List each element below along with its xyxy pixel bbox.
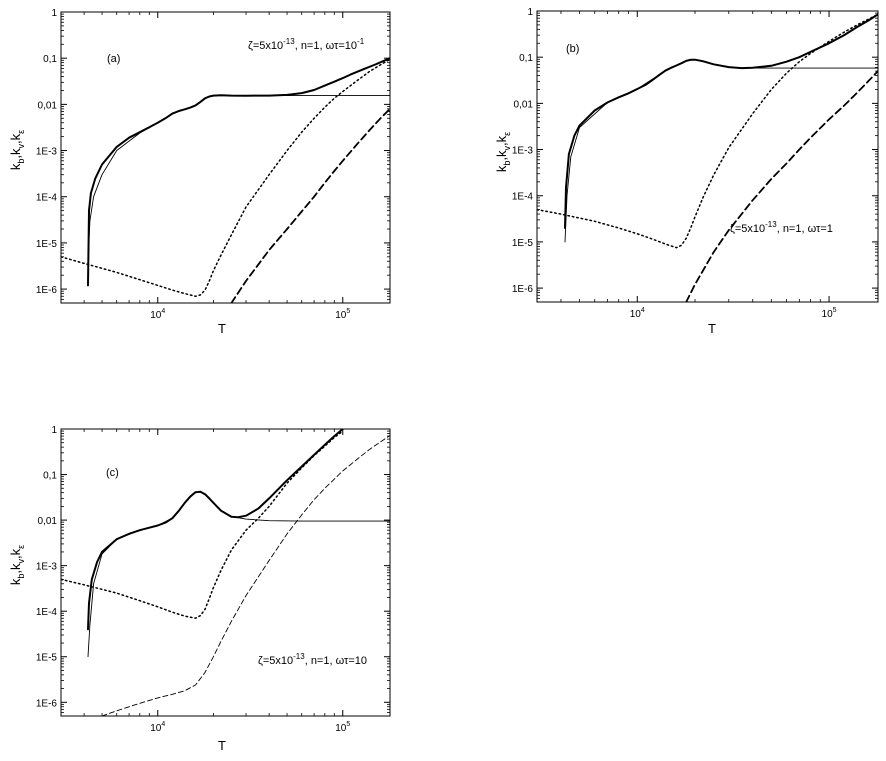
y-tick-label: 1E-4 bbox=[512, 192, 534, 203]
series-line-thick bbox=[87, 429, 344, 631]
parameter-annotation: ζ=5x10-13, n=1, ωτ=10 bbox=[258, 652, 367, 667]
y-tick-label: 1 bbox=[51, 425, 57, 436]
series-line-dashed bbox=[685, 70, 878, 302]
y-tick-label: 0,1 bbox=[43, 54, 57, 65]
y-tick-label: 1E-6 bbox=[512, 284, 534, 295]
x-axis-label: T bbox=[708, 321, 716, 336]
y-tick-label: 0,01 bbox=[514, 99, 534, 110]
x-tick-label: 104 bbox=[630, 307, 645, 320]
x-tick-label: 104 bbox=[150, 308, 165, 321]
series-line-thin bbox=[87, 491, 390, 658]
series-line-thin-dashed bbox=[101, 435, 390, 716]
y-axis-label: kb,kv,kε bbox=[8, 130, 26, 170]
series-line-thin bbox=[564, 59, 878, 243]
y-tick-label: 1 bbox=[527, 7, 533, 18]
y-tick-label: 1E-6 bbox=[36, 698, 58, 709]
y-tick-label: 1E-6 bbox=[36, 285, 58, 296]
y-tick-label: 0,01 bbox=[38, 516, 58, 527]
series-line-dotted bbox=[537, 13, 878, 249]
series-line-thick bbox=[564, 13, 878, 229]
panel-label: (a) bbox=[107, 53, 120, 65]
series-line-thin bbox=[87, 95, 390, 262]
x-tick-label: 105 bbox=[335, 308, 350, 321]
y-axis-label: kb,kv,kε bbox=[494, 132, 512, 172]
x-axis-label: T bbox=[218, 321, 226, 336]
y-tick-label: 0,1 bbox=[519, 53, 533, 64]
y-tick-label: 0,01 bbox=[38, 100, 58, 111]
y-axis-label: kb,kv,kε bbox=[8, 545, 26, 585]
panel-label: (b) bbox=[566, 43, 579, 55]
y-tick-label: 1E-3 bbox=[512, 146, 534, 157]
chart-panel-b: 1 0,1 0,01 1E-3 1E-4 1E-5 1E-6 104 105 Tkb,kv,kε (… bbox=[494, 7, 879, 336]
y-tick-label: 0,1 bbox=[43, 471, 57, 482]
y-tick-label: 1E-4 bbox=[36, 607, 58, 618]
chart-panel-a: 1 0,1 0,01 1E-3 1E-4 1E-5 1E-6 104 105 Tkb,kv,kε (… bbox=[8, 8, 391, 336]
plot-frame bbox=[536, 10, 879, 303]
x-tick-label: 105 bbox=[335, 721, 350, 734]
series-line-dashed bbox=[230, 107, 390, 303]
y-tick-label: 1E-5 bbox=[36, 653, 58, 664]
y-tick-label: 1E-3 bbox=[36, 562, 58, 573]
series-line-thick bbox=[87, 57, 390, 287]
y-tick-label: 1E-5 bbox=[512, 238, 534, 249]
y-tick-label: 1 bbox=[51, 8, 57, 19]
panel-label: (c) bbox=[106, 467, 119, 479]
chart-panel-c: 1 0,1 0,01 1E-3 1E-4 1E-5 1E-6 104 105 Tkb,kv,kε (… bbox=[8, 425, 391, 753]
x-tick-label: 104 bbox=[150, 721, 165, 734]
y-tick-label: 1E-5 bbox=[36, 239, 58, 250]
y-tick-label: 1E-3 bbox=[36, 147, 58, 158]
x-tick-label: 105 bbox=[822, 307, 837, 320]
parameter-annotation: ζ=5x10-13, n=1, ωτ=10-1 bbox=[248, 37, 365, 52]
y-tick-label: 1E-4 bbox=[36, 193, 58, 204]
parameter-annotation: ζ=5x10-13, n=1, ωτ=1 bbox=[730, 220, 833, 235]
series-line-dotted bbox=[61, 430, 344, 619]
series-line-dotted bbox=[61, 58, 390, 298]
x-axis-label: T bbox=[218, 738, 226, 753]
